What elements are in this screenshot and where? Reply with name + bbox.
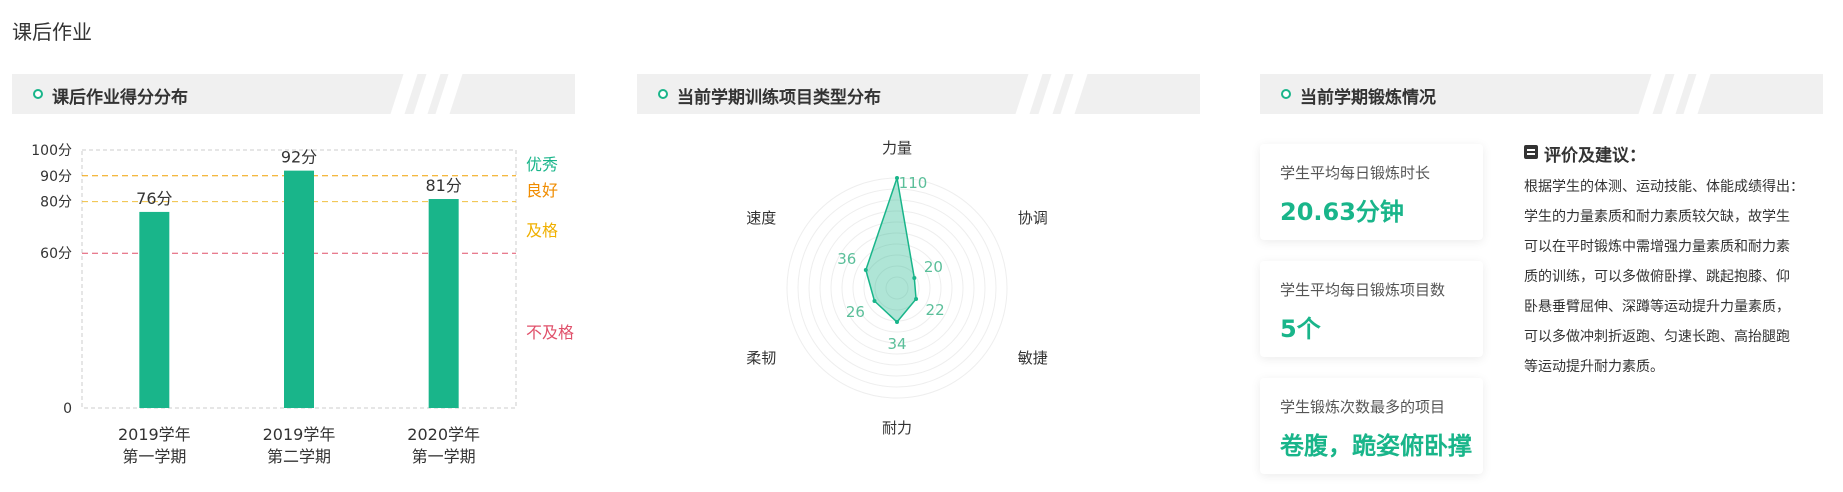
panel-title: 课后作业得分分布: [52, 88, 188, 108]
radar-ring: [841, 232, 953, 344]
radar-value-label: 20: [924, 258, 943, 276]
radar-value-label: 110: [899, 174, 928, 192]
radar-value-label: 34: [887, 335, 906, 353]
advice-line: 学生的力量素质和耐力素质较欠缺，故学生: [1524, 209, 1790, 225]
bullet-icon: [1281, 89, 1291, 99]
radar-axis-label: 柔韧: [746, 349, 776, 367]
y-tick-label: 80分: [40, 195, 72, 211]
bar: [428, 199, 459, 408]
radar-point: [895, 176, 899, 180]
bar-value-label: 81分: [425, 176, 461, 195]
panel-title: 当前学期训练项目类型分布: [677, 88, 881, 108]
plot-area-border: [81, 149, 517, 409]
panel-header-training-types: 当前学期训练项目类型分布: [637, 74, 1200, 114]
y-tick-label: 60分: [40, 246, 72, 262]
stat-value: 5个: [1280, 315, 1321, 343]
document-icon: [1524, 145, 1538, 159]
radar-ring: [819, 210, 975, 366]
stat-card-daily-items: 学生平均每日锻炼项目数 5个: [1260, 261, 1483, 357]
panel-header-exercise-status: 当前学期锻炼情况: [1260, 74, 1823, 114]
advice-title: 评价及建议：: [1544, 146, 1646, 166]
radar-point: [912, 276, 917, 280]
bar: [284, 170, 314, 408]
grade-label: 不及格: [526, 323, 574, 342]
panel-title: 当前学期锻炼情况: [1300, 88, 1436, 108]
stat-label: 学生平均每日锻炼项目数: [1280, 281, 1446, 299]
radar-ring: [874, 265, 920, 311]
radar-axis-label: 力量: [882, 139, 912, 157]
radar-value-label: 22: [926, 301, 945, 319]
advice-text: 根据学生的体测、运动技能、体能成绩得出： 学生的力量素质和耐力素质较欠缺，故学生…: [1524, 172, 1824, 382]
bar: [139, 211, 170, 408]
x-tick-label: 2019学年: [118, 425, 191, 444]
radar-ring: [830, 221, 964, 355]
radar-value-label: 26: [846, 303, 865, 321]
radar-axis-label: 耐力: [882, 419, 912, 437]
bullet-icon: [658, 89, 668, 99]
advice-line: 卧悬垂臂屈伸、深蹲等运动提升力量素质，: [1524, 299, 1790, 315]
stat-label: 学生平均每日锻炼时长: [1280, 164, 1431, 182]
x-tick-label: 2020学年: [407, 425, 480, 444]
radar-ring: [808, 199, 986, 377]
radar-ring: [852, 243, 942, 333]
y-tick-label: 0: [63, 401, 72, 417]
radar-point: [914, 297, 919, 301]
grade-label: 良好: [526, 181, 558, 200]
stat-value: 卷腹，跪姿俯卧撑: [1280, 432, 1472, 460]
radar-point: [863, 268, 868, 272]
radar-axis-label: 敏捷: [1018, 349, 1048, 367]
y-tick-label: 90分: [40, 169, 72, 185]
stat-card-top-exercise: 学生锻炼次数最多的项目 卷腹，跪姿俯卧撑: [1260, 378, 1483, 474]
radar-point: [872, 299, 877, 303]
x-tick-label: 2019学年: [263, 425, 336, 444]
bullet-icon: [33, 89, 43, 99]
advice-line: 可以在平时锻炼中需增强力量素质和耐力素: [1524, 239, 1790, 255]
advice-line: 根据学生的体测、运动技能、体能成绩得出：: [1524, 179, 1804, 195]
radar-axis-label: 协调: [1018, 209, 1048, 227]
stat-value: 20.63分钟: [1280, 198, 1404, 226]
page-title: 课后作业: [12, 20, 92, 44]
radar-value-label: 36: [837, 250, 856, 268]
advice-line: 质的训练，可以多做俯卧撑、跳起抱膝、仰: [1524, 269, 1790, 285]
stat-card-daily-duration: 学生平均每日锻炼时长 20.63分钟: [1260, 144, 1483, 240]
radar-point: [895, 320, 899, 324]
radar-axis-label: 速度: [746, 209, 776, 227]
grade-label: 优秀: [526, 155, 558, 174]
radar-ring: [797, 188, 997, 388]
radar-ring: [885, 276, 909, 300]
bar-value-label: 76分: [136, 189, 172, 208]
bar-value-label: 92分: [281, 148, 317, 167]
y-tick-label: 100分: [31, 143, 72, 159]
panel-header-homework-scores: 课后作业得分分布: [12, 74, 575, 114]
advice-line: 等运动提升耐力素质。: [1524, 359, 1664, 375]
advice-line: 可以多做冲刺折返跑、匀速长跑、高抬腿跑: [1524, 329, 1790, 345]
x-tick-label: 第一学期: [412, 447, 476, 466]
x-tick-label: 第一学期: [122, 447, 186, 466]
grade-label: 及格: [526, 221, 558, 240]
x-tick-label: 第二学期: [267, 447, 331, 466]
stat-label: 学生锻炼次数最多的项目: [1280, 398, 1446, 416]
